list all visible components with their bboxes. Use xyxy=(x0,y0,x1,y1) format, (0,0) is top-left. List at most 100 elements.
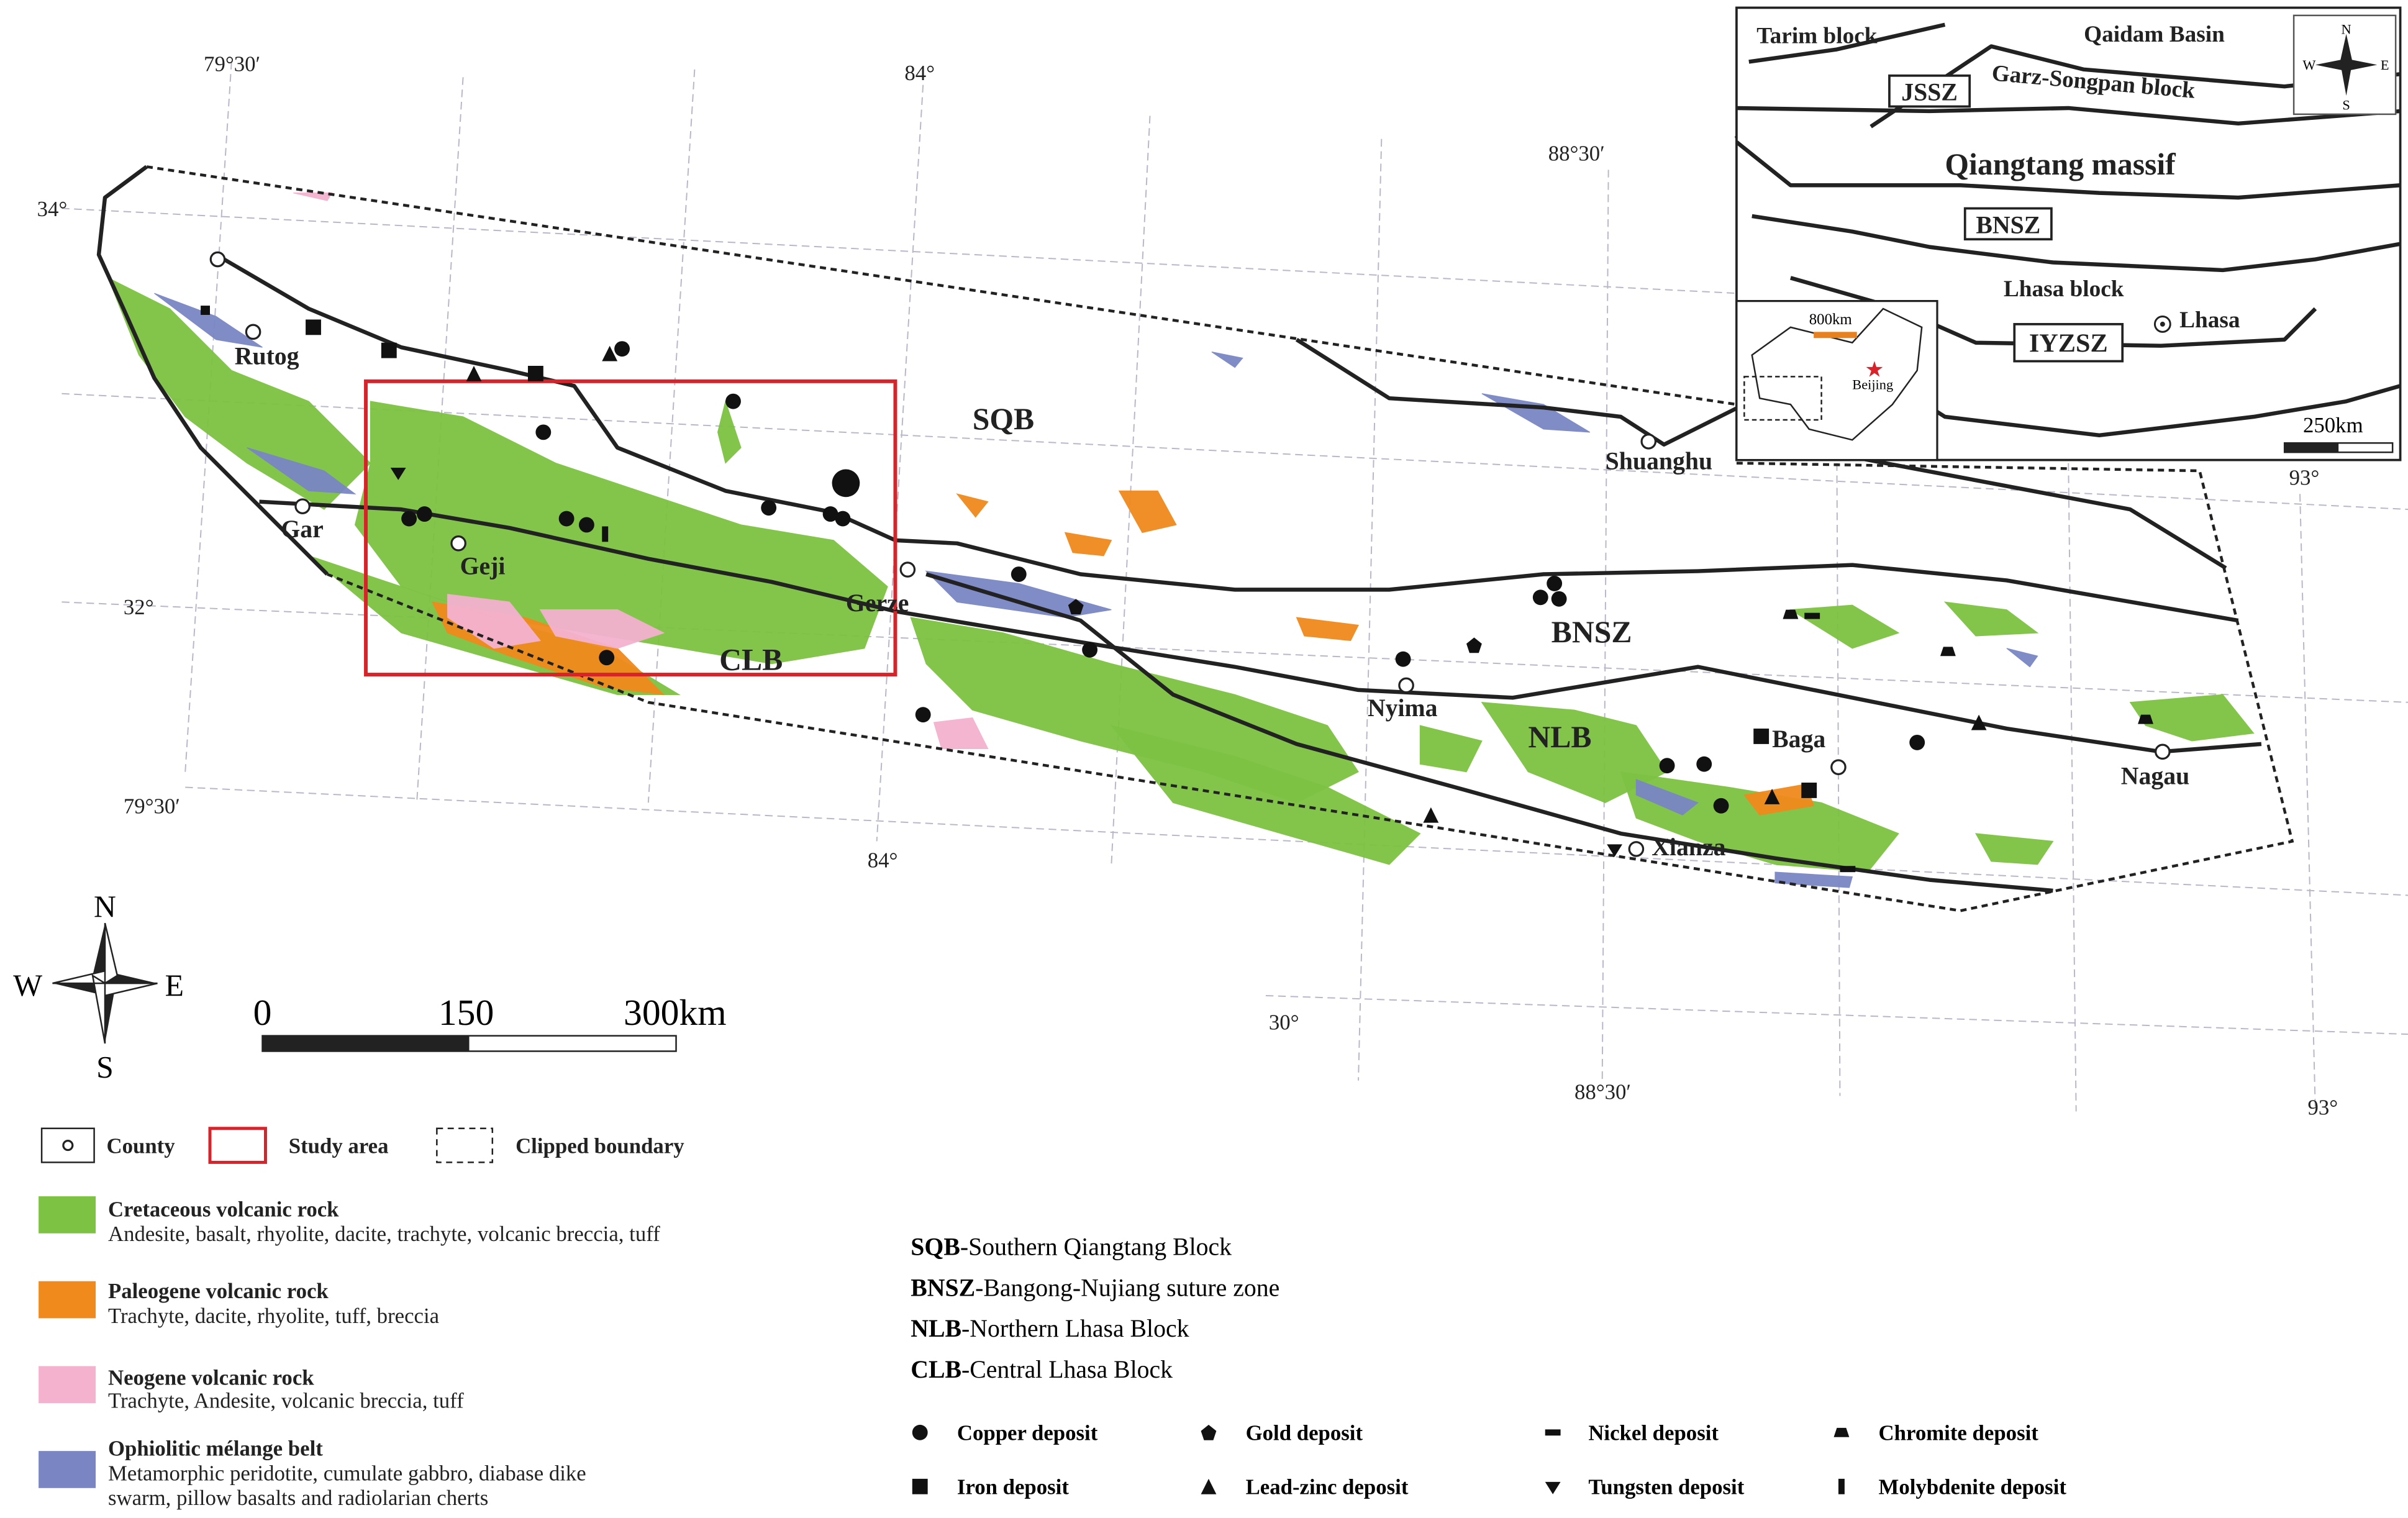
county-symbol xyxy=(294,498,311,514)
legend-title: Paleogene volcanic rock xyxy=(108,1279,329,1303)
rock-patch xyxy=(933,717,989,749)
compass-letter: N xyxy=(2342,22,2351,37)
compass-letter: W xyxy=(2302,57,2316,73)
compass-letter: E xyxy=(165,968,184,1002)
rock-patch xyxy=(717,399,742,464)
deposit-label: Lead-zinc deposit xyxy=(1246,1475,1409,1499)
place-label: Nagau xyxy=(2121,763,2189,790)
rock-patch xyxy=(1635,779,1699,816)
legend-title: Cretaceous volcanic rock xyxy=(108,1197,339,1221)
chromite-deposit xyxy=(2138,714,2153,724)
scale-label: 0 xyxy=(253,992,272,1033)
legend-description: Metamorphic peridotite, cumulate gabbro,… xyxy=(108,1461,586,1485)
rock-patch xyxy=(1419,725,1483,773)
compass-letter: E xyxy=(2381,57,2389,73)
iron-deposit xyxy=(306,319,321,335)
coord-label: 84° xyxy=(904,61,935,85)
rock-patch xyxy=(925,570,1112,618)
deposit-label: Copper deposit xyxy=(957,1421,1098,1445)
inset-label: Tarim block xyxy=(1756,24,1878,49)
coord-label: 34° xyxy=(37,197,68,221)
meridian xyxy=(1601,170,1609,1081)
inset-label: Lhasa block xyxy=(2004,276,2124,302)
rock-patch xyxy=(1943,601,2039,637)
rock-patch xyxy=(1296,617,1359,642)
china-outline xyxy=(1751,307,1923,441)
coord-label: 79°30′ xyxy=(204,52,260,76)
parallel xyxy=(1265,994,2408,1035)
scale-label: 150 xyxy=(438,992,494,1033)
rock-patch xyxy=(1481,393,1591,433)
lead-zinc-deposit xyxy=(466,366,482,381)
legend-swatch xyxy=(208,1127,267,1164)
abbreviation: CLB-Central Lhasa Block xyxy=(911,1356,1173,1383)
inset-boxed-label: IYZSZ xyxy=(2029,329,2108,358)
copper-deposit xyxy=(912,1424,928,1440)
county-symbol xyxy=(1640,433,1657,450)
region-label: BNSZ xyxy=(1552,615,1632,649)
place-label: Geji xyxy=(460,553,506,580)
lead-zinc-deposit xyxy=(1764,788,1780,804)
capital-label: Beijing xyxy=(1852,376,1893,392)
meridian xyxy=(184,61,232,772)
rock-patch xyxy=(1743,783,1815,816)
gold-deposit xyxy=(1201,1424,1217,1440)
legend-title: Ophiolitic mélange belt xyxy=(108,1437,323,1461)
rock-patch xyxy=(247,447,357,495)
place-label: Baga xyxy=(1772,725,1825,753)
region-label: SQB xyxy=(973,402,1034,436)
compass-letter: N xyxy=(94,889,116,924)
inset-compass xyxy=(2315,34,2378,96)
parallel xyxy=(61,207,1737,294)
rock-patch xyxy=(1211,352,1243,368)
abbreviation-code: BNSZ xyxy=(911,1274,975,1301)
county-symbol xyxy=(899,561,916,578)
inset-boxed-label: BNSZ xyxy=(1976,211,2040,239)
meridian xyxy=(1358,139,1383,1081)
scale-label: 300km xyxy=(624,992,727,1033)
legend-description: swarm, pillow basalts and radiolarian ch… xyxy=(108,1486,488,1510)
copper-deposit xyxy=(761,500,777,516)
rock-patch xyxy=(354,401,888,665)
copper-deposit xyxy=(725,393,741,409)
county-symbols xyxy=(209,251,2171,857)
inset-scale-bar xyxy=(2284,443,2339,453)
lead-zinc-deposit xyxy=(1971,714,1987,730)
nickel-deposit xyxy=(1545,1429,1561,1436)
parallel xyxy=(185,786,2408,896)
gold-deposit xyxy=(1068,599,1084,615)
copper-deposit xyxy=(558,511,575,527)
place-label: Rutog xyxy=(235,343,299,370)
rock-patch xyxy=(1110,725,1421,865)
legend-swatch xyxy=(39,1196,96,1234)
iron-deposit xyxy=(527,366,543,381)
clipped-boundary xyxy=(146,165,2294,912)
abbreviation-code: CLB xyxy=(911,1356,961,1383)
copper-deposit xyxy=(1713,798,1729,814)
place-labels: Rutog Gar Geji Gerze Nyima Shuanghu Xian… xyxy=(235,343,2189,861)
legend-description: Trachyte, Andesite, volcanic breccia, tu… xyxy=(108,1389,464,1413)
region-label: NLB xyxy=(1528,720,1591,754)
tungsten-deposit xyxy=(390,468,406,480)
iron-deposit xyxy=(1801,783,1817,798)
rock-patch xyxy=(2006,648,2038,668)
deposit-label: Iron deposit xyxy=(957,1475,1069,1499)
copper-deposit xyxy=(1082,642,1098,658)
copper-deposit xyxy=(1696,756,1712,772)
inset-label: Qiangtang massif xyxy=(1945,147,2176,181)
deposit-label: Gold deposit xyxy=(1246,1421,1363,1445)
legend-description: Trachyte, dacite, rhyolite, tuff, brecci… xyxy=(108,1304,439,1328)
legend-title: Neogene volcanic rock xyxy=(108,1365,314,1389)
coord-label: 93° xyxy=(2289,465,2320,489)
fault-line xyxy=(215,253,2239,623)
fault-line xyxy=(1295,338,1745,447)
coord-label: 88°30′ xyxy=(1548,141,1605,165)
copper-deposit xyxy=(822,506,838,522)
iron-deposit xyxy=(201,306,210,315)
rock-patch xyxy=(107,277,371,510)
county-symbol xyxy=(1830,759,1847,775)
copper-deposit xyxy=(915,707,931,723)
copper-deposit xyxy=(1547,576,1563,591)
compass: N S W E xyxy=(13,889,184,1084)
